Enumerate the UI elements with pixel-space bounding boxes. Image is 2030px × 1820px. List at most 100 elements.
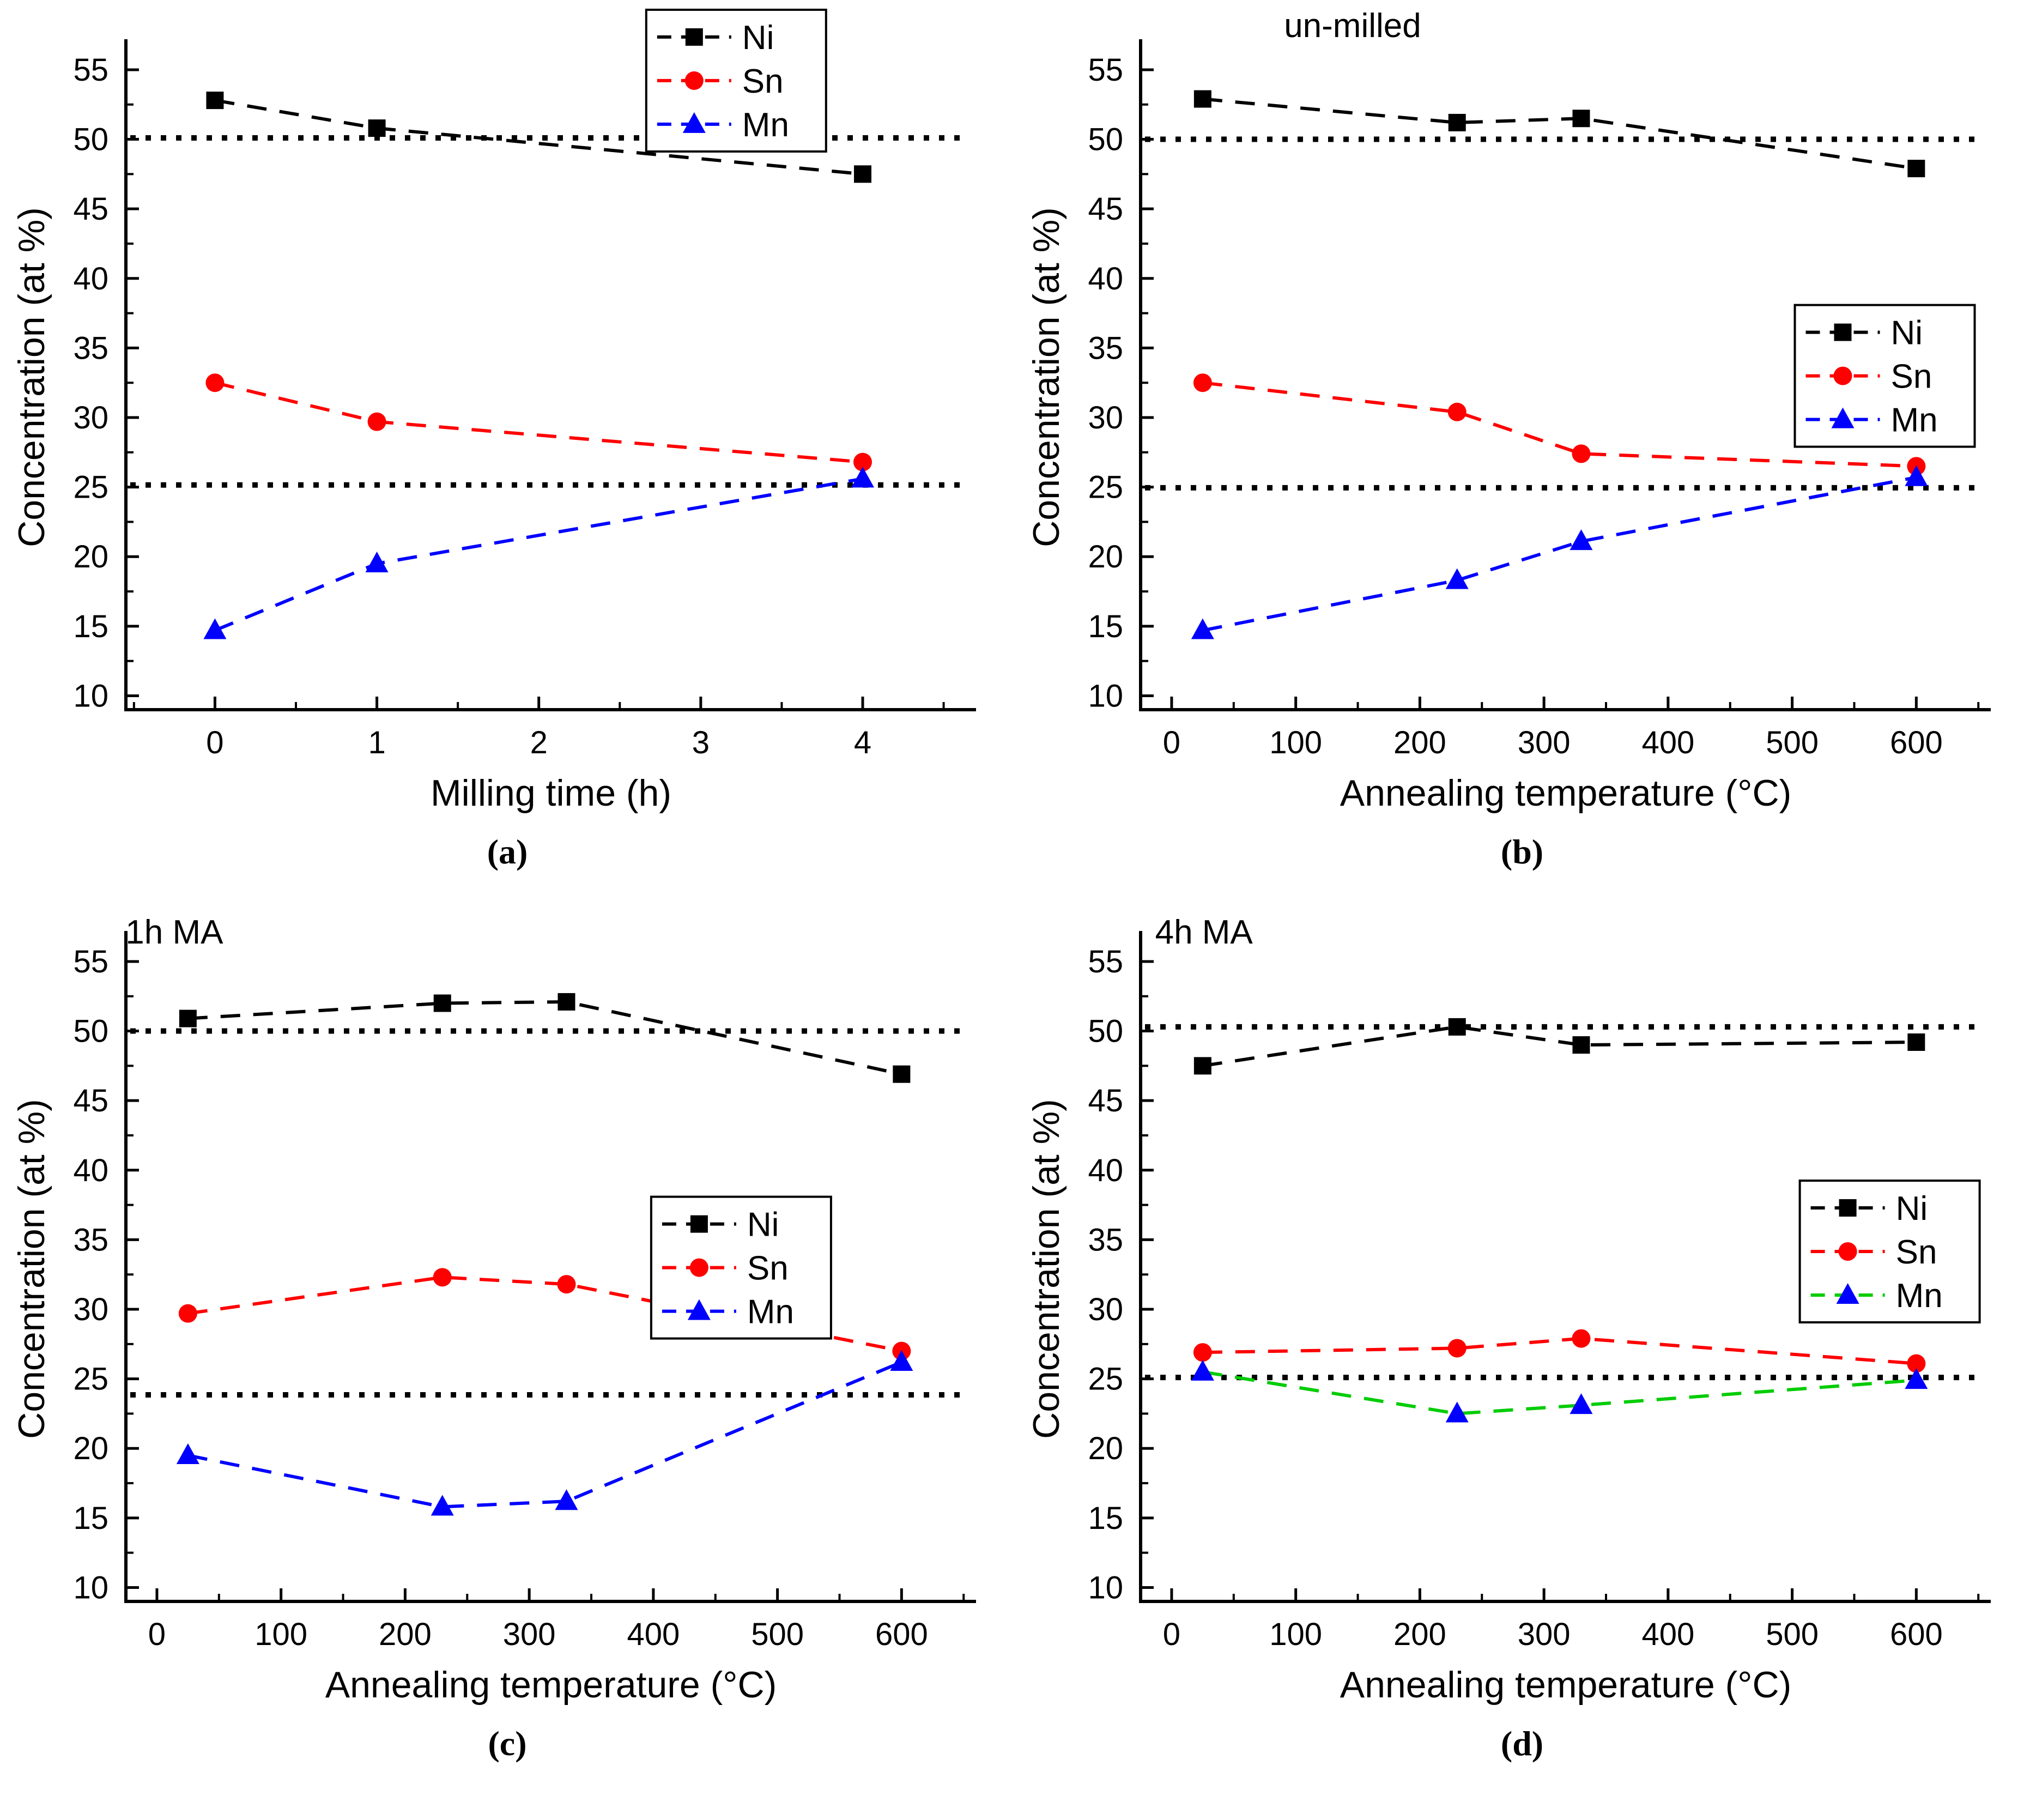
chart-c: 0 100 200 300 400 500 600 10 15 20 25 30 35 40 45 50 55 A… (11, 914, 976, 1705)
y-tick-label: 15 (1088, 1501, 1123, 1536)
x-tick-label: 0 (148, 1617, 166, 1652)
marker-circle (367, 412, 386, 431)
y-tick-label: 30 (1088, 1292, 1123, 1327)
marker-circle (178, 1304, 197, 1323)
y-tick-label: 20 (1088, 539, 1123, 575)
x-tick-label: 100 (1269, 725, 1322, 760)
y-tick-label: 55 (1088, 944, 1123, 979)
y-axis-title: Concentration (at %) (11, 1099, 52, 1439)
y-tick-label: 50 (73, 1014, 108, 1049)
x-tick-label: 300 (1518, 725, 1571, 760)
y-tick-label: 20 (73, 1431, 108, 1466)
annotation: 1h MA (125, 914, 223, 951)
y-tick-label: 45 (1088, 191, 1123, 227)
y-tick-label: 35 (73, 330, 108, 366)
y-tick-label: 40 (73, 261, 108, 297)
y-tick-label: 20 (1088, 1431, 1123, 1466)
marker-square (854, 165, 871, 183)
marker-circle (1193, 373, 1212, 392)
x-axis-title: Annealing temperature (°C) (325, 1664, 777, 1705)
marker-circle (1447, 1339, 1467, 1358)
y-tick-label: 25 (73, 1362, 108, 1397)
legend-label-ni: Ni (1896, 1190, 1928, 1228)
marker-triangle (890, 1350, 913, 1371)
y-tick-label: 35 (1088, 330, 1123, 366)
marker-square (433, 994, 451, 1012)
series-line-sn (214, 381, 863, 464)
caption-a: (a) (487, 827, 528, 876)
marker-triangle (1570, 529, 1593, 551)
y-tick-label: 40 (1088, 261, 1123, 297)
marker-square (1907, 160, 1925, 178)
y-tick-label: 15 (73, 609, 108, 644)
x-tick-label: 100 (254, 1617, 307, 1652)
series-line-ni (1202, 1025, 1917, 1068)
marker-circle (205, 373, 225, 392)
marker-square (179, 1009, 197, 1027)
x-tick-label: 500 (1766, 725, 1819, 760)
x-tick-label: 100 (1269, 1617, 1322, 1652)
marker-circle (1907, 1354, 1926, 1373)
x-axis-title: Milling time (h) (431, 772, 671, 813)
marker-square (893, 1065, 911, 1083)
marker-triangle (1836, 1283, 1859, 1304)
x-axis-title: Annealing temperature (°C) (1340, 1664, 1791, 1705)
legend-box (1798, 1180, 1981, 1323)
marker-circle (853, 452, 872, 471)
x-tick-label: 500 (1766, 1617, 1819, 1652)
y-tick-label: 25 (1088, 1362, 1123, 1397)
y-tick-label: 55 (1088, 52, 1123, 88)
x-tick-label: 0 (206, 725, 223, 760)
caption-a-text: (a) (487, 832, 528, 871)
y-tick-label: 15 (73, 1501, 108, 1536)
annotation: un-milled (1284, 7, 1421, 45)
y-tick-label: 35 (73, 1222, 108, 1257)
marker-circle (1572, 1329, 1591, 1348)
legend-label-sn: Sn (742, 63, 784, 100)
marker-triangle (1905, 1368, 1928, 1389)
marker-square (1572, 110, 1590, 128)
marker-square (206, 92, 224, 110)
marker-square (1193, 90, 1211, 108)
marker-triangle (851, 467, 874, 488)
legend-box (645, 8, 827, 153)
x-tick-label: 0 (1163, 725, 1180, 760)
y-tick-label: 50 (1088, 1014, 1123, 1049)
marker-square (558, 993, 575, 1011)
marker-square (1834, 323, 1852, 341)
x-tick-label: 500 (751, 1617, 804, 1652)
y-tick-label: 40 (1088, 1153, 1123, 1188)
marker-triangle (1570, 1393, 1593, 1414)
caption-b-text: (b) (1500, 832, 1544, 871)
marker-triangle (555, 1489, 578, 1510)
marker-triangle (176, 1443, 199, 1465)
marker-square (1907, 1033, 1925, 1051)
legend-label-sn: Sn (747, 1250, 789, 1287)
y-tick-label: 10 (1088, 1570, 1123, 1605)
marker-circle (1838, 1242, 1857, 1261)
legend-label-sn: Sn (1896, 1234, 1937, 1271)
y-tick-label: 45 (1088, 1083, 1123, 1118)
series-line-mn (187, 1361, 902, 1509)
y-tick-label: 10 (1088, 678, 1123, 714)
legend-label-sn: Sn (1891, 358, 1932, 396)
chart-d: 0 100 200 300 400 500 600 10 15 20 25 30 35 40 45 50 55 A… (1026, 914, 1991, 1705)
caption-d-text: (d) (1500, 1724, 1544, 1763)
marker-square (685, 28, 703, 46)
legend-label-ni: Ni (747, 1206, 779, 1244)
legend-box (1793, 304, 1976, 448)
chart-a: 0 1 2 3 4 10 15 20 25 30 35 40 45 50 55 Milling time (h… (11, 8, 976, 813)
series-line-sn (1202, 1337, 1917, 1365)
marker-triangle (687, 1299, 711, 1320)
legend-box (650, 1195, 832, 1340)
caption-b: (b) (1501, 827, 1543, 876)
panel-c: 0 100 200 300 400 500 600 10 15 20 25 30 35 40 45 50 55 A… (0, 898, 1015, 1768)
y-tick-label: 35 (1088, 1222, 1123, 1257)
caption-d: (d) (1501, 1719, 1543, 1768)
marker-square (1839, 1199, 1857, 1217)
y-tick-label: 25 (1088, 470, 1123, 505)
legend-label-ni: Ni (1891, 315, 1923, 352)
legend-label-mn: Mn (742, 106, 789, 144)
y-tick-label: 20 (73, 539, 108, 575)
x-tick-label: 600 (875, 1617, 928, 1652)
